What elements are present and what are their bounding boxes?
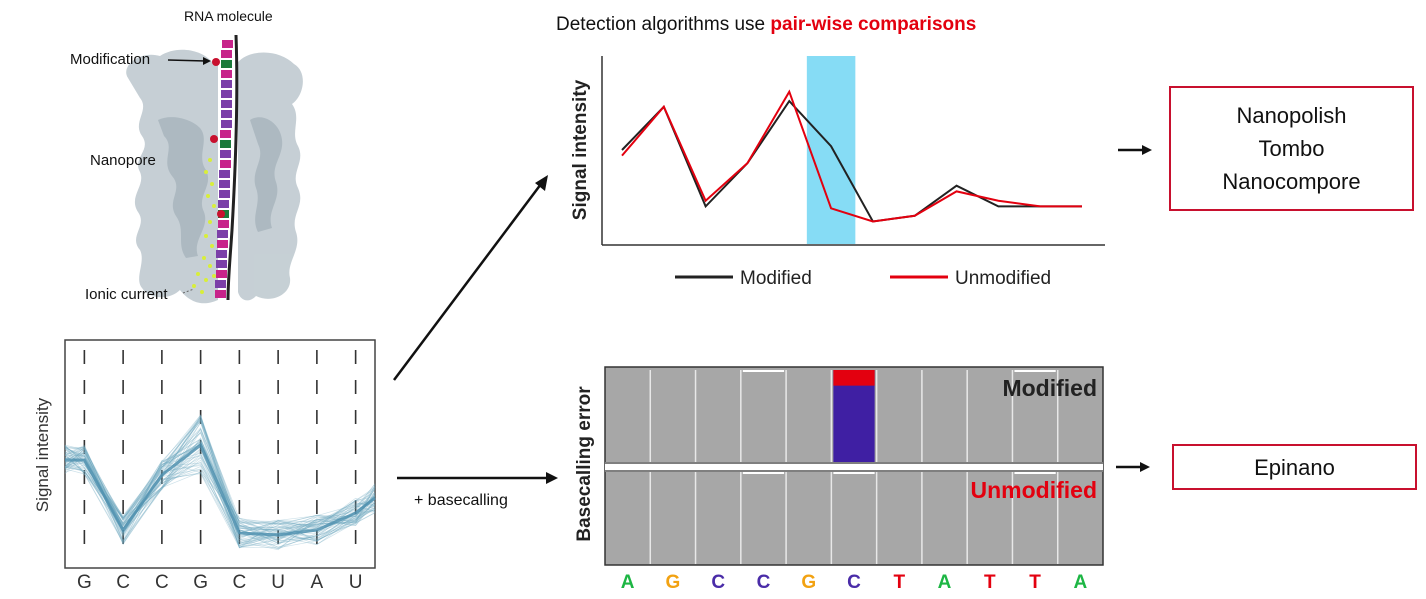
arrowhead-tools-top (1142, 145, 1152, 155)
series-line-modified (621, 99, 1082, 223)
arrowhead-tools-bottom (1140, 462, 1150, 472)
squiggle-base-label: C (233, 572, 247, 593)
squiggle-traces (64, 414, 376, 551)
base-label: T (893, 572, 905, 593)
basecalling-tools-box: Epinano (1172, 444, 1417, 490)
squiggle-trace (64, 446, 376, 533)
base-label: C (847, 572, 861, 593)
squiggle-trace (64, 454, 376, 548)
squiggle-trace (64, 447, 376, 545)
squiggle-base-label: U (349, 572, 363, 593)
panel-label: Unmodified (971, 477, 1098, 503)
squiggle-trace (64, 419, 376, 541)
squiggle-trace (64, 420, 376, 540)
squiggle-trace (64, 447, 376, 547)
modification-pointer (167, 59, 207, 62)
squiggle-ylabel: Signal intensity (33, 397, 52, 512)
ionic-pointer (182, 288, 195, 294)
ionic-current-label: Ionic current (85, 286, 168, 303)
arrowhead-basecalling (546, 472, 558, 484)
base-label: T (1029, 572, 1041, 593)
squiggle-trace (64, 432, 376, 548)
rna-strand-line (226, 34, 239, 301)
detection-title-highlight: pair-wise comparisons (770, 14, 977, 35)
nanopore-illustration (126, 34, 303, 304)
arrowhead-comparison (535, 175, 548, 191)
tool-name: Tombo (1258, 136, 1325, 161)
legend-label: Unmodified (955, 268, 1051, 289)
panel-separator (605, 462, 1103, 472)
nanopore-label: Nanopore (90, 152, 156, 169)
squiggle-base-label: A (311, 572, 324, 593)
basecalling-ylabel: Basecalling error (574, 386, 595, 542)
squiggle-mean-trace (65, 442, 376, 537)
squiggle-base-label: G (77, 572, 92, 593)
squiggle-trace (64, 452, 376, 530)
squiggle-trace (64, 416, 376, 551)
comparison-tools-box: Nanopolish Tombo Nanocompore (1169, 86, 1414, 211)
squiggle-base-label: C (155, 572, 169, 593)
line-chart: Signal intensity Modified Unmodified (570, 56, 1105, 289)
squiggle-base-label: G (193, 572, 208, 593)
base-label: C (757, 572, 771, 593)
squiggle-trace (64, 428, 376, 527)
squiggle-trace (64, 450, 376, 534)
tool-name: Nanocompore (1222, 169, 1361, 194)
modification-dot (210, 135, 218, 143)
panel-label: Modified (1002, 375, 1097, 401)
base-label: G (666, 572, 681, 593)
squiggle-trace (64, 419, 376, 549)
squiggle-trace (64, 415, 376, 539)
pore-protein (126, 49, 303, 304)
rna-molecule-title: RNA molecule (184, 8, 273, 24)
detection-title-prefix: Detection algorithms use (556, 14, 771, 35)
tool-name: Nanopolish (1236, 103, 1347, 128)
squiggle-trace (64, 446, 376, 547)
detection-title: Detection algorithms use pair-wise compa… (556, 14, 976, 36)
base-label: C (711, 572, 725, 593)
series-line-unmodified (621, 89, 1082, 223)
squiggle-trace (64, 457, 376, 538)
base-label: G (801, 572, 816, 593)
ionic-current-dots (192, 158, 216, 294)
base-label: A (621, 572, 635, 593)
squiggle-trace (64, 415, 376, 542)
modification-dot (217, 210, 225, 218)
modification-arrowhead (203, 57, 211, 65)
squiggle-base-label: U (271, 572, 285, 593)
squiggle-trace (64, 442, 376, 544)
basecalling-arrow-label: + basecalling (414, 492, 508, 509)
squiggle-base-label: C (116, 572, 130, 593)
squiggle-trace (64, 438, 376, 535)
arrow-to-comparison (393, 183, 542, 381)
mismatch-bar (833, 370, 875, 386)
line-chart-ylabel: Signal intensity (570, 79, 591, 220)
base-label: T (984, 572, 996, 593)
legend-label: Modified (740, 268, 812, 289)
modification-dot (212, 58, 220, 66)
base-label: A (938, 572, 952, 593)
basecalling-chart: Basecalling error Modified Unmodified A G C… (574, 366, 1104, 593)
base-label: A (1073, 572, 1087, 593)
tool-name: Epinano (1254, 454, 1335, 480)
squiggle-trace (64, 461, 376, 541)
squiggle-trace (64, 457, 376, 546)
squiggle-panel: G C C G C U A U Signal intensity (33, 339, 376, 593)
squiggle-trace (64, 452, 376, 540)
modification-label: Modification (70, 51, 151, 68)
squiggle-frame (64, 339, 376, 569)
